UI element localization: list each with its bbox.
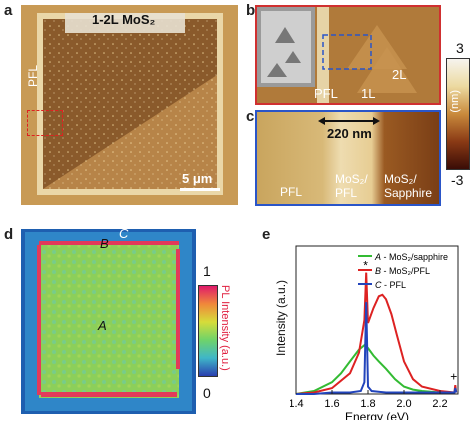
chart-x-label: Energy (eV) xyxy=(345,410,409,420)
panel-c-mos2-sapphire-line1: MoS₂/ xyxy=(384,172,417,186)
panel-a-region-marker xyxy=(27,110,63,136)
height-colorbar-max: 3 xyxy=(456,40,464,56)
chart-x-tick-label: 2.2 xyxy=(432,398,447,410)
panel-a-scale-label: 5 μm xyxy=(182,171,213,186)
panel-a-afm-image xyxy=(21,5,238,205)
chart-x-tick-label: 1.4 xyxy=(290,398,304,410)
chart-x-tick-label: 2.0 xyxy=(396,398,411,410)
panel-d-letter: d xyxy=(4,226,14,243)
panel-c-mos2-pfl-label: MoS₂/ PFL xyxy=(335,172,368,200)
chart-peak-star: * xyxy=(363,259,368,273)
pl-colorbar xyxy=(198,285,218,377)
chart-series-line-3 xyxy=(296,302,458,395)
panel-c-distance-label: 220 nm xyxy=(327,126,372,141)
chart-x-tick-label: 1.6 xyxy=(324,398,339,410)
panel-a-title: 1-2L MoS₂ xyxy=(92,12,156,27)
panel-d-point-c: C xyxy=(119,226,129,241)
panel-d-pl-map xyxy=(21,229,196,414)
height-colorbar-label: (nm) xyxy=(449,90,461,113)
height-colorbar xyxy=(446,58,470,170)
pl-colorbar-max: 1 xyxy=(203,263,211,279)
panel-b-frame xyxy=(255,5,441,105)
chart-legend-entry: B - MoS₂/PFL xyxy=(375,266,430,276)
panel-a-scale-bar xyxy=(180,188,220,191)
panel-a-letter: a xyxy=(4,2,13,19)
panel-c-mos2-pfl-line1: MoS₂/ xyxy=(335,172,368,186)
panel-c-mos2-sapphire-line2: Sapphire xyxy=(384,186,433,200)
panel-b-pfl-label: PFL xyxy=(314,86,338,101)
chart-y-label: Intensity (a.u.) xyxy=(274,279,288,357)
pl-spectrum-chart: 1.4 1.6 1.8 2.0 2.2 A - MoS₂/sapphire B - MoS… xyxy=(290,245,459,420)
panel-c-pfl-label: PFL xyxy=(280,185,303,199)
height-colorbar-min: -3 xyxy=(451,172,464,188)
chart-legend-entry: C - PFL xyxy=(375,280,406,290)
panel-d-point-a: A xyxy=(98,318,107,333)
panel-c-letter: c xyxy=(246,108,255,125)
chart-legend-entry: A - MoS₂/sapphire xyxy=(374,252,448,262)
pl-colorbar-min: 0 xyxy=(203,385,211,401)
panel-c-mos2-sapphire-label: MoS₂/ Sapphire xyxy=(384,172,432,200)
chart-x-tick-label: 1.8 xyxy=(360,398,375,410)
distance-arrow xyxy=(318,117,380,125)
panel-b-letter: b xyxy=(246,2,256,19)
pl-colorbar-label: PL Intensity (a.u.) xyxy=(219,285,231,371)
panel-a-pfl-label: PFL xyxy=(26,65,40,88)
panel-b-2l-label: 2L xyxy=(392,67,407,82)
panel-e-letter: e xyxy=(262,226,271,243)
panel-b-afm-image xyxy=(257,7,439,103)
chart-plot-area xyxy=(295,245,459,395)
panel-c-afm-image xyxy=(257,112,439,204)
chart-series-line-1 xyxy=(295,343,455,395)
panel-d-point-b: B xyxy=(100,236,109,251)
panel-c-frame xyxy=(255,110,441,206)
chart-raman-plus: + xyxy=(450,370,457,384)
panel-c-mos2-pfl-line2: PFL xyxy=(335,186,358,200)
chart-series-line-2 xyxy=(295,272,458,395)
panel-b-1l-label: 1L xyxy=(361,86,376,101)
